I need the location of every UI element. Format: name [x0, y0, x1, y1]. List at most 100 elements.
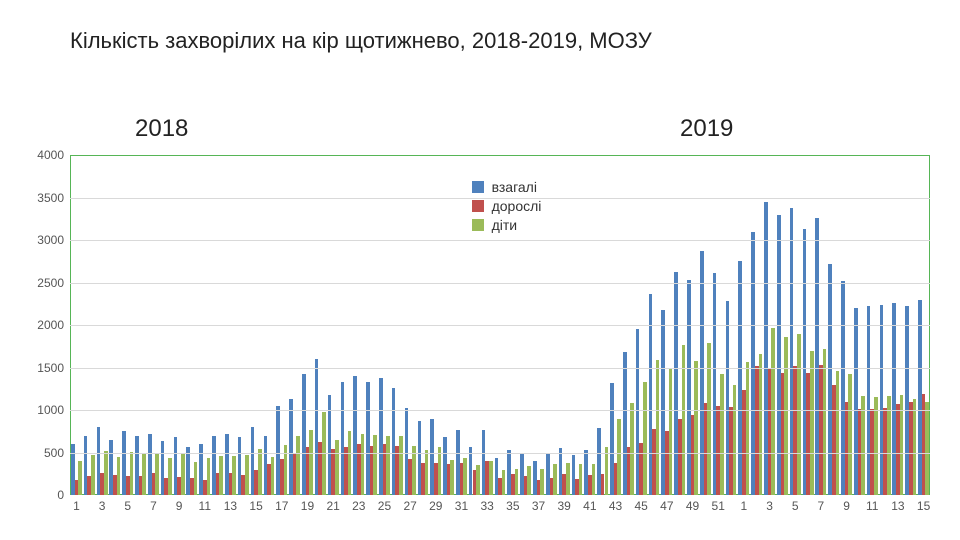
x-tick-label: 29: [429, 499, 442, 513]
bar-children: [694, 361, 698, 495]
chart-title: Кількість захворілих на кір щотижнево, 2…: [70, 28, 652, 54]
bar-children: [617, 419, 621, 495]
bar-children: [271, 457, 275, 495]
bar-children: [258, 449, 262, 495]
x-tick-label: 15: [917, 499, 930, 513]
y-tick-label: 0: [57, 488, 64, 502]
bar-children: [643, 382, 647, 495]
x-tick-label: 49: [686, 499, 699, 513]
bar-children: [887, 396, 891, 495]
x-tick-label: 23: [352, 499, 365, 513]
x-tick-label: 9: [843, 499, 850, 513]
y-tick-label: 2500: [37, 276, 64, 290]
x-tick-label: 17: [275, 499, 288, 513]
x-tick-label: 43: [609, 499, 622, 513]
x-tick-label: 1: [73, 499, 80, 513]
bar-children: [438, 447, 442, 495]
bar-children: [566, 463, 570, 495]
y-tick-label: 1500: [37, 361, 64, 375]
bar-children: [142, 453, 146, 496]
bar-children: [335, 440, 339, 495]
bar-children: [489, 461, 493, 495]
x-tick-label: 3: [766, 499, 773, 513]
x-tick-label: 19: [301, 499, 314, 513]
x-tick-label: 13: [891, 499, 904, 513]
y-tick-label: 3000: [37, 233, 64, 247]
x-tick-label: 7: [818, 499, 825, 513]
bar-children: [219, 456, 223, 495]
x-tick-label: 41: [583, 499, 596, 513]
bar-children: [450, 460, 454, 495]
grid-line: [70, 410, 930, 411]
x-tick-label: 5: [792, 499, 799, 513]
x-tick-label: 5: [124, 499, 131, 513]
bar-children: [232, 456, 236, 495]
x-tick-label: 9: [176, 499, 183, 513]
grid-line: [70, 240, 930, 241]
bar-children: [104, 451, 108, 495]
bar-children: [502, 470, 506, 496]
legend-item: дорослі: [472, 198, 542, 214]
legend-item: взагалі: [472, 179, 542, 195]
bar-children: [759, 354, 763, 495]
bar-children: [553, 464, 557, 495]
y-tick-label: 500: [44, 446, 64, 460]
x-tick-label: 11: [199, 499, 211, 513]
x-tick-label: 15: [249, 499, 262, 513]
bar-children: [925, 402, 929, 496]
bar-children: [463, 458, 467, 495]
legend-swatch: [472, 181, 484, 193]
bar-children: [399, 436, 403, 496]
bar-children: [91, 455, 95, 495]
bar-children: [130, 452, 134, 495]
bar-children: [720, 374, 724, 495]
bar-children: [373, 435, 377, 495]
bar-children: [874, 397, 878, 495]
grid-line: [70, 283, 930, 284]
x-tick-label: 13: [224, 499, 237, 513]
bar-children: [784, 337, 788, 495]
grid-line: [70, 325, 930, 326]
x-tick-label: 51: [712, 499, 725, 513]
x-tick-label: 39: [557, 499, 570, 513]
x-tick-label: 7: [150, 499, 157, 513]
grid-line: [70, 198, 930, 199]
bar-children: [771, 328, 775, 495]
bar-children: [78, 461, 82, 495]
x-tick-label: 35: [506, 499, 519, 513]
grid-line: [70, 453, 930, 454]
bar-children: [348, 431, 352, 495]
bar-children: [733, 385, 737, 496]
legend: взагалі дорослі діти: [466, 172, 548, 240]
bar-children: [823, 349, 827, 495]
bar-children: [361, 434, 365, 495]
bar-children: [605, 447, 609, 495]
bar-children: [181, 454, 185, 495]
legend-swatch: [472, 219, 484, 231]
bar-children: [155, 453, 159, 495]
y-tick-label: 3500: [37, 191, 64, 205]
x-tick-label: 1: [741, 499, 748, 513]
bar-children: [848, 374, 852, 495]
x-tick-label: 25: [378, 499, 391, 513]
bar-children: [425, 450, 429, 495]
bar-children: [296, 436, 300, 496]
bar-children: [207, 458, 211, 495]
x-tick-label: 27: [403, 499, 416, 513]
bar-children: [245, 455, 249, 495]
legend-swatch: [472, 200, 484, 212]
bar-children: [309, 430, 313, 495]
bar-children: [656, 360, 660, 495]
legend-item: діти: [472, 217, 542, 233]
bar-children: [515, 469, 519, 495]
plot-area: взагалідорослідіти 050010001500200025003…: [70, 155, 930, 495]
x-tick-label: 3: [99, 499, 106, 513]
bar-children: [810, 351, 814, 496]
x-tick-label: 33: [480, 499, 493, 513]
x-tick-label: 47: [660, 499, 673, 513]
x-tick-label: 11: [866, 499, 878, 513]
y-tick-label: 1000: [37, 403, 64, 417]
bar-children: [579, 464, 583, 495]
bar-children: [797, 334, 801, 496]
bar-children: [117, 457, 121, 495]
